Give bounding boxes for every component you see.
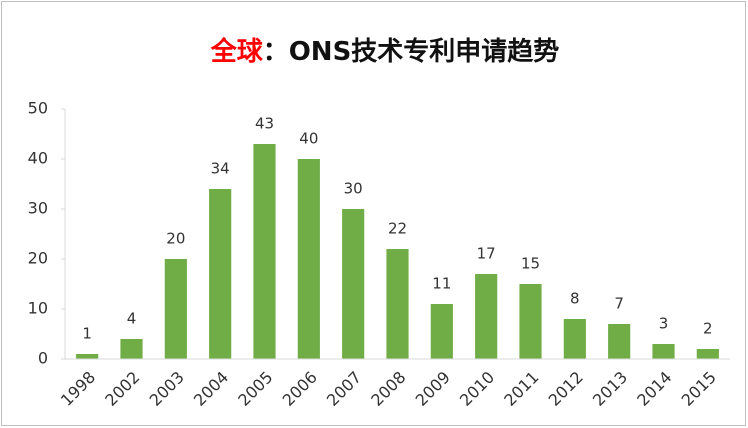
title-highlight: 全球 <box>210 36 264 67</box>
y-tick-label: 30 <box>28 199 48 218</box>
bar <box>608 324 631 359</box>
bar <box>164 259 187 359</box>
bar <box>386 249 409 359</box>
bar <box>475 274 498 359</box>
bar <box>652 344 675 359</box>
bar <box>696 349 719 359</box>
value-label: 4 <box>127 310 137 328</box>
bar <box>253 144 276 359</box>
value-label: 15 <box>521 255 540 273</box>
value-label: 40 <box>299 130 318 148</box>
y-tick-label: 20 <box>28 249 48 268</box>
value-label: 8 <box>570 290 580 308</box>
value-label: 11 <box>432 275 451 293</box>
title-rest: ：ONS技术专利申请趋势 <box>263 37 560 67</box>
bar <box>209 189 232 359</box>
bar <box>430 304 453 359</box>
value-label: 22 <box>388 220 407 238</box>
value-label: 20 <box>166 230 185 248</box>
value-label: 43 <box>255 115 274 133</box>
bar <box>120 339 143 359</box>
value-label: 1 <box>82 325 92 343</box>
bar <box>563 319 586 359</box>
y-tick-label: 50 <box>28 99 48 118</box>
value-label: 34 <box>211 160 230 178</box>
y-tick-label: 0 <box>38 349 48 368</box>
value-label: 2 <box>703 320 713 338</box>
bar <box>342 209 365 359</box>
y-tick-label: 10 <box>28 299 48 318</box>
bar <box>297 159 320 359</box>
value-label: 7 <box>614 295 624 313</box>
bar <box>76 354 99 359</box>
y-tick-label: 40 <box>28 149 48 168</box>
value-label: 30 <box>344 180 363 198</box>
bar <box>519 284 542 359</box>
value-label: 3 <box>659 315 669 333</box>
chart-title: 全球：ONS技术专利申请趋势 <box>210 36 560 67</box>
value-label: 17 <box>477 245 496 263</box>
